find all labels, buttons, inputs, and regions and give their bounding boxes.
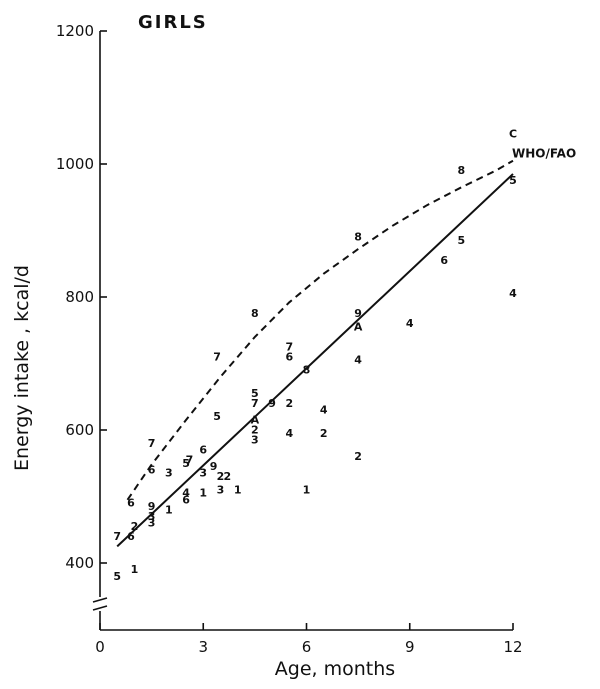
data-point: 8 [251, 307, 259, 320]
data-point: 3 [165, 467, 173, 480]
y-tick-label: 400 [65, 554, 94, 572]
data-point: 6 [148, 463, 156, 476]
data-point: 4 [285, 427, 293, 440]
chart-title: GIRLS [138, 12, 208, 33]
data-point: 3 [251, 433, 259, 446]
x-tick-label: 0 [95, 638, 105, 656]
data-point: 6 [285, 350, 293, 363]
x-tick-label: 6 [302, 638, 312, 656]
data-point: 3 [148, 510, 156, 523]
data-point: 4 [320, 404, 328, 417]
data-point: 4 [182, 487, 190, 500]
data-point: 7 [113, 530, 121, 543]
data-point: 7 [186, 453, 194, 466]
data-point: 4 [509, 287, 517, 300]
regression-line [116, 173, 514, 548]
data-point: 9 [268, 397, 276, 410]
data-point: C [509, 128, 517, 141]
data-point: 2 [224, 470, 232, 483]
data-point: 5 [509, 174, 517, 187]
data-point: 1 [131, 563, 139, 576]
data-point: 6 [127, 497, 135, 510]
x-tick-label: 12 [503, 638, 522, 656]
data-point: 7 [251, 397, 259, 410]
data-point: 8 [303, 364, 311, 377]
data-point: 8 [354, 231, 362, 244]
axes [92, 30, 514, 631]
data-point: 1 [165, 503, 173, 516]
data-point: 6 [182, 493, 190, 506]
data-point: 7 [148, 437, 156, 450]
data-point: 3 [199, 467, 207, 480]
who-fao-curve [126, 159, 514, 501]
series-label: WHO/FAO [512, 147, 576, 161]
y-axis-break-mark [92, 597, 108, 611]
data-point: 6 [127, 530, 135, 543]
data-point: 2 [251, 424, 259, 437]
data-point: 5 [213, 410, 221, 423]
y-tick-label: 800 [65, 288, 94, 306]
data-point: 9 [210, 460, 218, 473]
data-point: 1 [234, 483, 242, 496]
data-point: 4 [406, 317, 414, 330]
data-point: 7 [213, 350, 221, 363]
data-point: 2 [354, 450, 362, 463]
data-point: 9 [354, 307, 362, 320]
data-point: 2 [320, 427, 328, 440]
data-point: 4 [354, 354, 362, 367]
data-point: 2 [217, 470, 225, 483]
data-point: 7 [285, 340, 293, 353]
x-tick-label: 3 [198, 638, 208, 656]
data-point: 2 [131, 520, 139, 533]
data-point: 5 [251, 387, 259, 400]
series-layer: WHO/FAO [116, 147, 576, 548]
x-axis-title: Age, months [275, 658, 395, 680]
x-tick-label: 9 [405, 638, 415, 656]
y-tick-label: 600 [65, 421, 94, 439]
data-point: 3 [148, 517, 156, 530]
data-point: 9 [148, 500, 156, 513]
data-point: 3 [217, 483, 225, 496]
data-point: 5 [113, 570, 121, 583]
data-point: 1 [199, 487, 207, 500]
data-point: A [251, 414, 260, 427]
y-axis-title: Energy intake , kcal/d [11, 265, 33, 471]
y-tick-label: 1200 [56, 22, 94, 40]
data-point: 1 [303, 483, 311, 496]
data-point: A [354, 320, 363, 333]
data-point: 8 [458, 164, 466, 177]
data-point: 5 [182, 457, 190, 470]
data-point: 5 [458, 234, 466, 247]
data-point: 2 [285, 397, 293, 410]
data-point: 6 [440, 254, 448, 267]
y-tick-label: 1000 [56, 155, 94, 173]
data-point: 6 [199, 443, 207, 456]
